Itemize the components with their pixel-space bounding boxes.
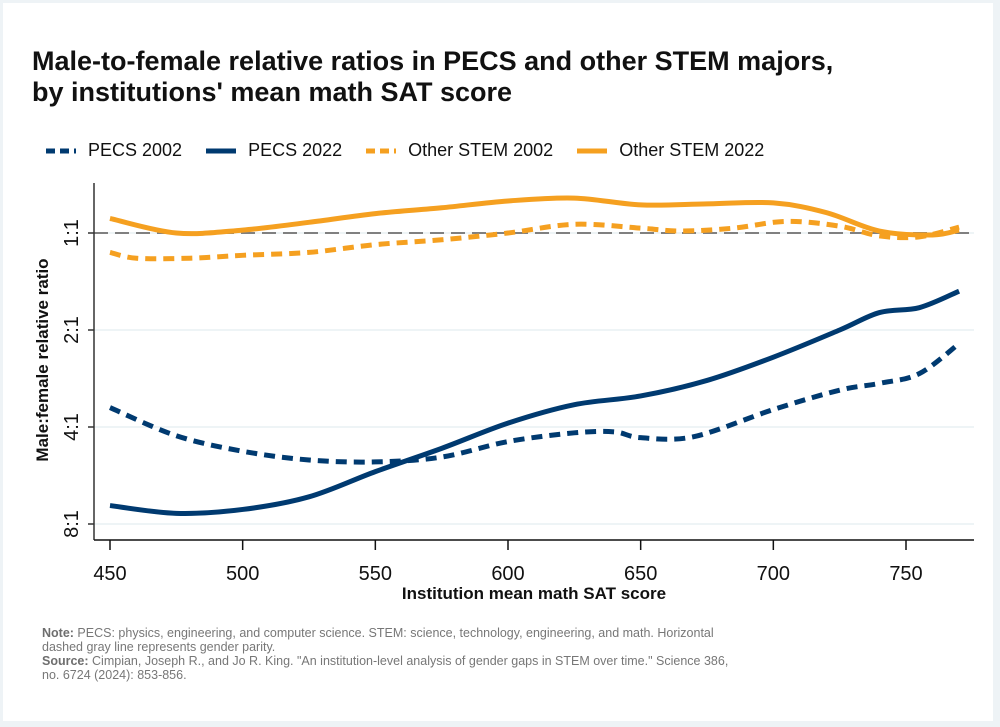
legend-label-other-stem-2022: Other STEM 2022: [619, 140, 765, 160]
legend-item-other-stem-2022: Other STEM 2022: [575, 140, 764, 161]
series-line-pecs-2022: [109, 288, 961, 516]
legend-label-other-stem-2002: Other STEM 2002: [408, 140, 554, 160]
series-line-other-stem-2022: [109, 195, 960, 238]
y-axis-ticks: 1:1 2:1 4:1 8:1: [61, 219, 94, 538]
note-label: Note:: [42, 626, 74, 640]
note-text: Note: PECS: physics, engineering, and co…: [42, 626, 742, 654]
legend-item-other-stem-2002: Other STEM 2002: [364, 140, 553, 161]
series-line-pecs-2002: [109, 341, 961, 465]
legend-swatch-pecs-2022: [206, 148, 237, 153]
x-tick-label: 700: [757, 563, 790, 585]
source-body: Cimpian, Joseph R., and Jo R. King. "An …: [42, 654, 729, 682]
y-tick-label: 2:1: [61, 316, 83, 344]
source-text: Source: Cimpian, Joseph R., and Jo R. Ki…: [42, 654, 742, 682]
gridlines: [94, 232, 974, 525]
legend: PECS 2002 PECS 2022 Other STEM 2002 Othe…: [44, 140, 786, 161]
legend-swatch-other-stem-2022: [577, 148, 608, 153]
y-tick-label: 1:1: [61, 219, 83, 247]
series-line-other-stem-2002: [109, 218, 960, 262]
x-tick-label: 550: [359, 563, 392, 585]
chart-title-line-2: by institutions' mean math SAT score: [32, 77, 513, 107]
legend-label-pecs-2022: PECS 2022: [248, 140, 343, 160]
y-tick-label: 4:1: [61, 413, 83, 441]
chart-title: Male-to-female relative ratios in PECS a…: [32, 46, 972, 108]
x-tick-label: 600: [491, 563, 524, 585]
y-tick-label: 8:1: [61, 510, 83, 538]
legend-item-pecs-2022: PECS 2022: [204, 140, 342, 161]
x-tick-label: 750: [889, 563, 922, 585]
legend-swatch-pecs-2002: [46, 148, 76, 153]
note-body: PECS: physics, engineering, and computer…: [42, 626, 714, 654]
x-axis-ticks: 450 500 550 600 650 700 750: [93, 540, 923, 585]
chart-title-line-1: Male-to-female relative ratios in PECS a…: [32, 46, 834, 76]
series-group: [109, 195, 961, 516]
source-label: Source:: [42, 654, 89, 668]
legend-item-pecs-2002: PECS 2002: [44, 140, 182, 161]
y-axis-label: Male:female relative ratio: [33, 258, 52, 461]
x-tick-label: 650: [624, 563, 657, 585]
chart-card: [3, 3, 993, 721]
legend-swatch-other-stem-2002: [366, 148, 397, 153]
footnotes: Note: PECS: physics, engineering, and co…: [42, 626, 742, 682]
x-tick-label: 500: [226, 563, 259, 585]
x-axis-label: Institution mean math SAT score: [402, 584, 666, 603]
x-tick-label: 450: [93, 563, 126, 585]
legend-label-pecs-2002: PECS 2002: [88, 140, 183, 160]
